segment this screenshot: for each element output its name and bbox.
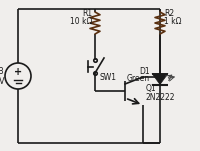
Text: SW1: SW1: [99, 74, 116, 82]
Text: PSB: PSB: [0, 67, 4, 77]
Text: R1: R1: [82, 10, 92, 19]
Text: Q1: Q1: [146, 85, 157, 93]
Text: D1: D1: [139, 67, 150, 76]
Text: 10 kΩ: 10 kΩ: [70, 18, 92, 26]
Text: R2: R2: [164, 10, 174, 19]
Text: 5 V: 5 V: [0, 77, 4, 85]
Text: +: +: [14, 67, 22, 77]
Polygon shape: [152, 74, 168, 85]
Text: 1 kΩ: 1 kΩ: [164, 18, 182, 26]
Text: 2N2222: 2N2222: [146, 93, 176, 101]
Text: Green: Green: [127, 74, 150, 83]
